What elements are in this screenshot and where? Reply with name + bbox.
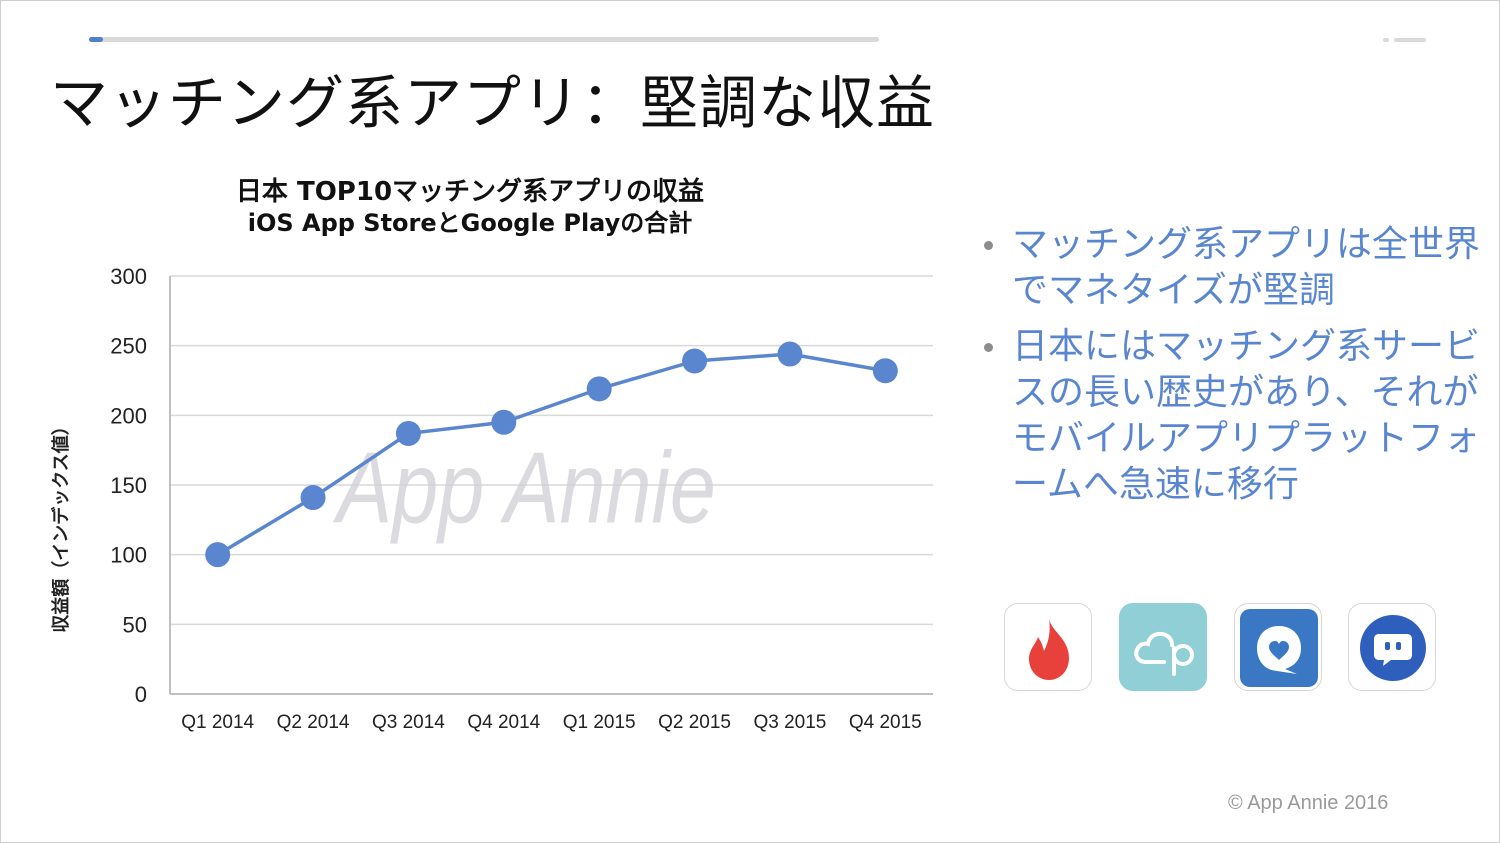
- x-tick-label: Q3 2015: [753, 712, 826, 733]
- x-tick-label: Q2 2014: [277, 712, 350, 733]
- x-tick-label: Q4 2014: [467, 712, 540, 733]
- data-point: [586, 376, 612, 402]
- bullet-item: マッチング系アプリは全世界でマネタイズが堅調: [980, 222, 1480, 314]
- bullet-text: マッチング系アプリは全世界でマネタイズが堅調: [1012, 224, 1481, 311]
- y-tick-label: 300: [110, 264, 147, 289]
- y-tick-label: 150: [110, 473, 147, 498]
- chart-subtitle: iOS App StoreとGoogle Playの合計: [247, 209, 693, 237]
- y-tick-label: 100: [110, 543, 147, 568]
- data-point: [872, 358, 898, 384]
- chart-title: 日本 TOP10マッチング系アプリの収益: [235, 177, 705, 207]
- bullet-dot-icon: [984, 241, 993, 250]
- decor-dot: [1383, 38, 1389, 42]
- data-point: [682, 348, 708, 374]
- y-tick-label: 50: [123, 612, 147, 637]
- decor-bar: [1394, 38, 1426, 42]
- watermark: App Annie: [333, 431, 716, 545]
- data-point: [395, 420, 421, 446]
- heart-bubble-app-icon: [1234, 603, 1322, 691]
- data-point: [205, 542, 231, 568]
- cloud-p-app-icon: [1119, 603, 1207, 691]
- progress-indicator: [89, 37, 103, 42]
- x-tick-label: Q1 2014: [181, 712, 254, 733]
- slide-title: マッチング系アプリ：堅調な収益: [50, 69, 936, 137]
- progress-track: [89, 37, 879, 42]
- bullet-list: マッチング系アプリは全世界でマネタイズが堅調 日本にはマッチング系サービスの長い…: [980, 222, 1480, 518]
- bullet-dot-icon: [984, 343, 993, 352]
- flame-app-icon: [1004, 603, 1092, 691]
- bullet-text: 日本にはマッチング系サービスの長い歴史があり、それがモバイルアプリプラットフォー…: [1012, 326, 1481, 505]
- data-point: [491, 409, 517, 435]
- y-tick-label: 250: [110, 334, 147, 359]
- copyright-text: © App Annie 2016: [1228, 792, 1389, 814]
- data-point: [300, 485, 326, 511]
- y-tick-label: 0: [135, 682, 147, 707]
- series-line: [216, 352, 886, 557]
- x-tick-label: Q1 2015: [563, 712, 636, 733]
- x-tick-label: Q4 2015: [849, 712, 922, 733]
- data-point: [777, 341, 803, 367]
- bullet-item: 日本にはマッチング系サービスの長い歴史があり、それがモバイルアプリプラットフォー…: [980, 324, 1480, 508]
- x-tick-label: Q2 2015: [658, 712, 731, 733]
- revenue-line-chart: 0 50 100 150 200 250 300 App Annie Q1 2014 Q2 201…: [50, 264, 933, 733]
- y-axis-title: 収益額（インデックス値）: [50, 417, 72, 632]
- y-tick-label: 200: [110, 403, 147, 428]
- x-tick-label: Q3 2014: [372, 712, 445, 733]
- chat-bubble-app-icon: [1348, 603, 1436, 691]
